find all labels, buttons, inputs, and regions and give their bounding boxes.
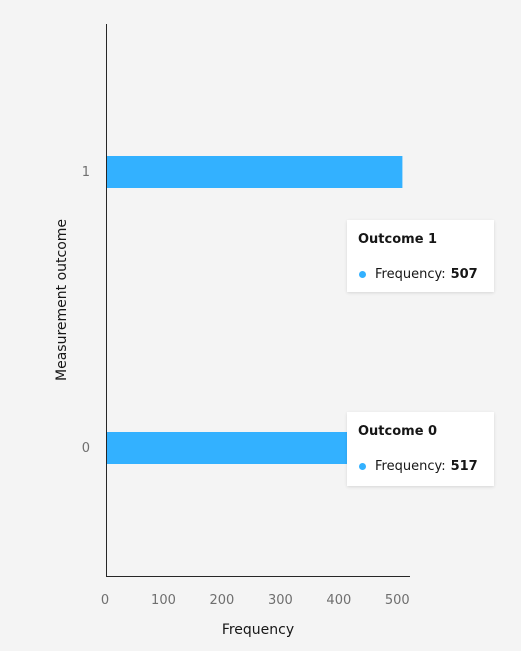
x-tick-labels: 0 100 200 300 400 500	[101, 593, 410, 608]
x-axis-title: Frequency	[222, 622, 294, 638]
bar-outcome-1[interactable]	[107, 156, 403, 188]
x-tick-label: 400	[326, 593, 351, 608]
tooltip-metric-label: Frequency:	[375, 459, 446, 474]
y-tick-label: 1	[82, 165, 90, 180]
series-dot-icon	[359, 271, 366, 278]
series-dot-icon	[359, 463, 366, 470]
tooltip-title: Outcome 0	[358, 424, 438, 439]
x-tick-label: 0	[101, 593, 109, 608]
tooltip-outcome-0: Outcome 0 Frequency: 517	[347, 412, 494, 486]
tooltip-frequency-row: Frequency: 507	[359, 267, 478, 282]
tooltip-frequency-value: 517	[450, 459, 478, 474]
tooltip-title: Outcome 1	[358, 232, 438, 247]
tooltip-frequency-value: 507	[450, 267, 478, 282]
tooltip-frequency-row: Frequency: 517	[359, 459, 478, 474]
tooltip-outcome-1: Outcome 1 Frequency: 507	[347, 220, 494, 292]
x-tick-label: 300	[268, 593, 293, 608]
tooltip-metric-label: Frequency:	[375, 267, 446, 282]
y-tick-labels: 10	[82, 165, 90, 456]
x-tick-label: 100	[151, 593, 176, 608]
y-axis-title: Measurement outcome	[54, 219, 70, 381]
x-tick-label: 500	[385, 593, 410, 608]
y-tick-label: 0	[82, 441, 90, 456]
x-tick-label: 200	[210, 593, 235, 608]
